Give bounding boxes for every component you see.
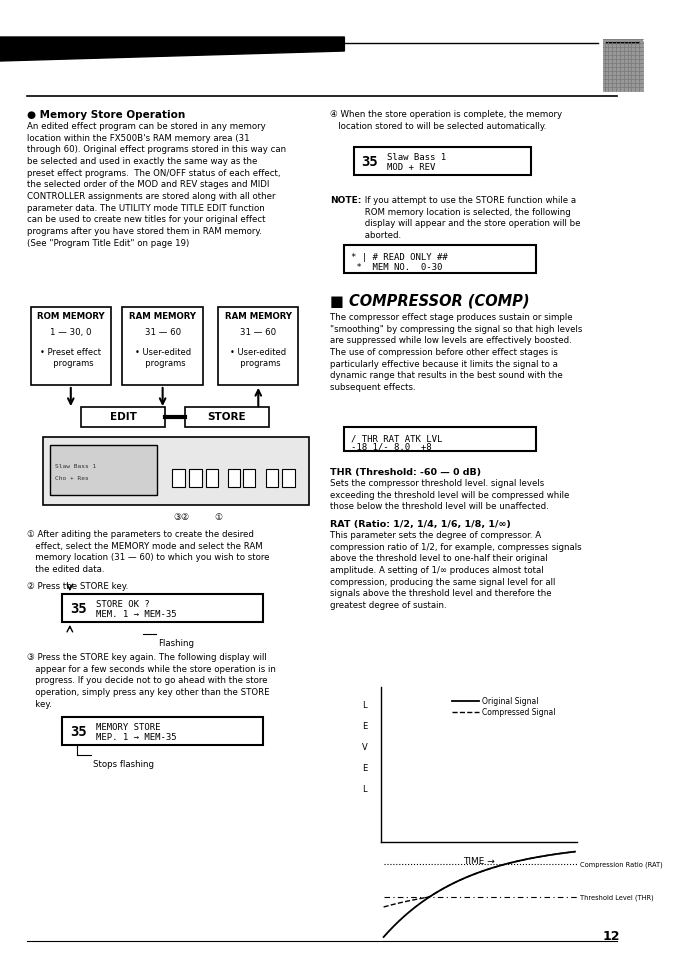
Text: ①: ① xyxy=(214,513,222,521)
Text: E: E xyxy=(362,763,367,773)
Text: • Preset effect
  programs: • Preset effect programs xyxy=(40,348,101,368)
Text: Slaw Bass 1: Slaw Bass 1 xyxy=(387,152,447,162)
Bar xyxy=(603,40,643,91)
Text: MEMORY STORE: MEMORY STORE xyxy=(96,722,160,731)
Bar xyxy=(218,308,298,386)
Text: ① After aditing the parameters to create the desired
   effect, select the MEMOR: ① After aditing the parameters to create… xyxy=(27,530,269,574)
Text: ROM MEMORY: ROM MEMORY xyxy=(37,312,105,320)
Bar xyxy=(243,470,255,488)
Text: NOTE:: NOTE: xyxy=(330,195,361,205)
Text: -18 1/- 8.0  +8: -18 1/- 8.0 +8 xyxy=(351,442,432,452)
Text: * | # READ ONLY ##: * | # READ ONLY ## xyxy=(351,253,448,262)
Bar xyxy=(344,428,536,452)
Text: MEM. 1 → MEM-35: MEM. 1 → MEM-35 xyxy=(96,609,176,618)
Text: L: L xyxy=(362,700,367,710)
Text: ● Memory Store Operation: ● Memory Store Operation xyxy=(27,110,185,120)
Bar xyxy=(50,446,157,496)
Polygon shape xyxy=(0,38,344,62)
Text: ③ Press the STORE key again. The following display will
   appear for a few seco: ③ Press the STORE key again. The followi… xyxy=(27,652,275,708)
Text: ■ COMPRESSOR (COMP): ■ COMPRESSOR (COMP) xyxy=(330,293,529,308)
Bar xyxy=(30,308,111,386)
Text: Flashing: Flashing xyxy=(158,639,194,647)
Bar xyxy=(227,470,240,488)
Text: 35: 35 xyxy=(362,154,379,169)
Text: THR (Threshold: -60 — 0 dB): THR (Threshold: -60 — 0 dB) xyxy=(330,468,481,476)
Text: If you attempt to use the STORE function while a
 ROM memory location is selecte: If you attempt to use the STORE function… xyxy=(362,195,580,240)
Bar xyxy=(354,148,531,175)
Bar xyxy=(122,308,202,386)
Text: Stops flashing: Stops flashing xyxy=(92,760,154,768)
Text: • User-edited
  programs: • User-edited programs xyxy=(230,348,286,368)
Bar xyxy=(62,718,263,745)
Text: An edited effect program can be stored in any memory
location within the FX500B': An edited effect program can be stored i… xyxy=(27,122,286,248)
Text: Original Signal: Original Signal xyxy=(482,697,539,706)
Text: ③②: ③② xyxy=(173,513,190,521)
Text: TIME →: TIME → xyxy=(463,856,495,865)
Text: RAM MEMORY: RAM MEMORY xyxy=(225,312,292,320)
Bar xyxy=(190,470,202,488)
Text: This parameter sets the degree of compressor. A
compression ratio of 1/2, for ex: This parameter sets the degree of compre… xyxy=(330,531,582,609)
Text: 12: 12 xyxy=(602,929,620,942)
Bar xyxy=(185,408,269,428)
Text: V: V xyxy=(362,742,367,752)
Text: MEP. 1 → MEM-35: MEP. 1 → MEM-35 xyxy=(96,732,176,741)
Text: The compressor effect stage produces sustain or simple
"smoothing" by compressin: The compressor effect stage produces sus… xyxy=(330,313,583,392)
Bar xyxy=(81,408,165,428)
Text: STORE OK ?: STORE OK ? xyxy=(96,599,149,608)
Text: Cho + Res: Cho + Res xyxy=(55,476,88,480)
Text: Compressed Signal: Compressed Signal xyxy=(482,708,556,717)
Text: Compression Ratio (RAT): Compression Ratio (RAT) xyxy=(580,861,662,867)
Text: ② Press the STORE key.: ② Press the STORE key. xyxy=(27,581,128,590)
Text: MOD + REV: MOD + REV xyxy=(387,163,436,172)
Text: 35: 35 xyxy=(70,724,86,739)
Text: 31 — 60: 31 — 60 xyxy=(240,328,276,336)
Text: 31 — 60: 31 — 60 xyxy=(144,328,181,336)
Bar xyxy=(62,595,263,622)
Text: EDIT: EDIT xyxy=(110,412,137,421)
Text: E: E xyxy=(362,721,367,731)
Text: *  MEM NO.  0-30: * MEM NO. 0-30 xyxy=(351,263,442,272)
Text: / THR RAT ATK LVL: / THR RAT ATK LVL xyxy=(351,434,442,442)
Bar xyxy=(206,470,218,488)
Text: ④ When the store operation is complete, the memory
   location stored to will be: ④ When the store operation is complete, … xyxy=(330,110,562,131)
Text: Slaw Bass 1: Slaw Bass 1 xyxy=(55,463,96,469)
Bar xyxy=(282,470,295,488)
Bar xyxy=(344,246,536,274)
Bar xyxy=(172,470,185,488)
Text: RAM MEMORY: RAM MEMORY xyxy=(129,312,196,320)
Text: STORE: STORE xyxy=(207,412,246,421)
Text: Threshold Level (THR): Threshold Level (THR) xyxy=(580,894,653,901)
Text: Sets the compressor threshold level. signal levels
exceeding the threshold level: Sets the compressor threshold level. sig… xyxy=(330,478,570,511)
Text: 35: 35 xyxy=(70,601,86,616)
Text: 1 — 30, 0: 1 — 30, 0 xyxy=(50,328,92,336)
Bar xyxy=(266,470,278,488)
Text: • User-edited
  programs: • User-edited programs xyxy=(134,348,191,368)
Bar xyxy=(43,437,309,505)
Text: RAT (Ratio: 1/2, 1/4, 1/6, 1/8, 1/∞): RAT (Ratio: 1/2, 1/4, 1/6, 1/8, 1/∞) xyxy=(330,519,511,529)
Text: L: L xyxy=(362,784,367,794)
